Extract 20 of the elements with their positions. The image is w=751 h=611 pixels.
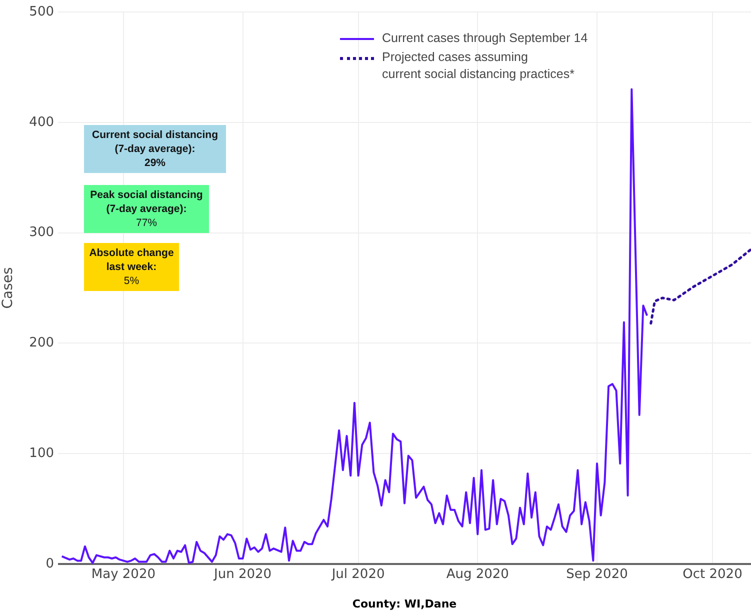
line-series bbox=[650, 248, 751, 325]
x-axis-title: County: WI,Dane bbox=[352, 597, 457, 610]
y-tick-label: 500 bbox=[29, 4, 54, 20]
y-axis-title: Cases bbox=[0, 267, 16, 309]
x-tick-label: Aug 2020 bbox=[446, 567, 509, 582]
x-tick-label: May 2020 bbox=[91, 567, 156, 582]
x-tick-label: Sep 2020 bbox=[566, 567, 628, 582]
x-tick-label: Jul 2020 bbox=[330, 567, 385, 582]
y-tick-label: 300 bbox=[29, 225, 54, 240]
y-tick-label: 0 bbox=[46, 556, 54, 572]
x-tick-label: Oct 2020 bbox=[682, 567, 742, 582]
legend-label: Current cases through September 14 bbox=[382, 30, 588, 47]
y-tick-label: 100 bbox=[29, 446, 54, 461]
note-box: Absolute change last week: 5% bbox=[84, 243, 179, 291]
note-box: Peak social distancing (7-day average): 77% bbox=[84, 185, 209, 233]
note-box: Current social distancing (7-day average): 29% bbox=[84, 125, 226, 173]
legend-label: Projected cases assuming current social distancing practices* bbox=[382, 49, 574, 83]
x-tick-label: Jun 2020 bbox=[213, 567, 272, 582]
y-tick-label: 200 bbox=[29, 336, 54, 351]
y-tick-label: 400 bbox=[29, 114, 54, 130]
